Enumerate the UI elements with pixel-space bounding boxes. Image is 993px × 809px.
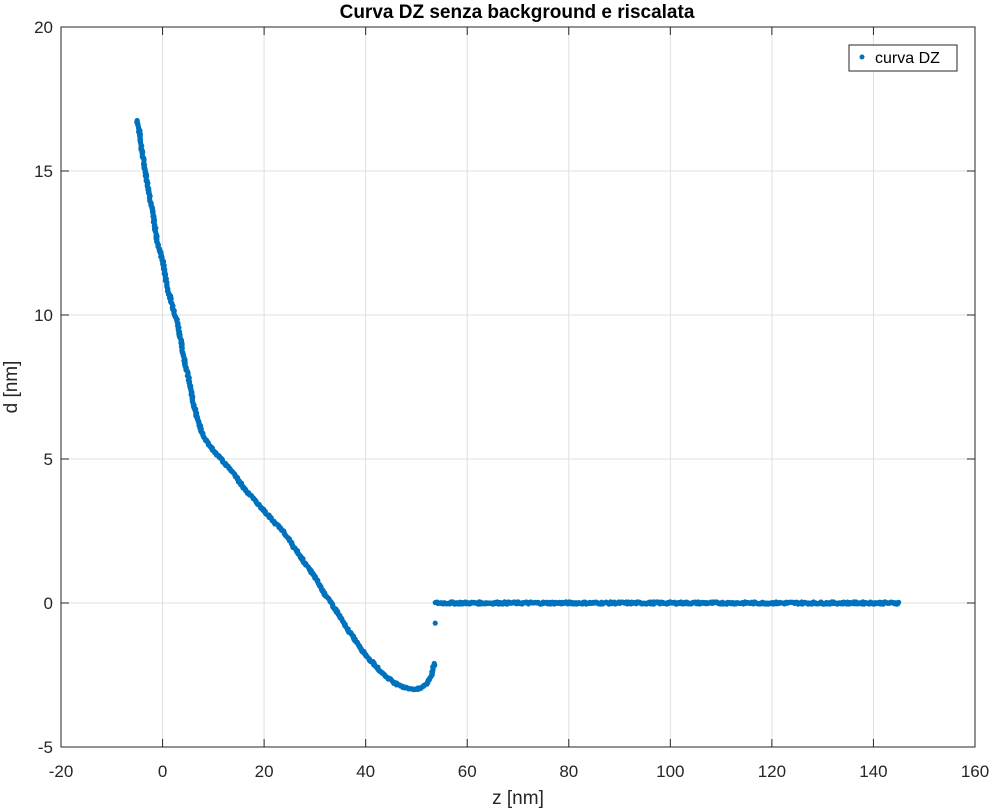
x-tick-label: 80 xyxy=(559,762,578,781)
x-tick-label: 20 xyxy=(255,762,274,781)
legend-marker xyxy=(859,54,865,60)
y-tick-label: -5 xyxy=(38,738,53,757)
x-tick-label: 0 xyxy=(158,762,167,781)
y-tick-label: 15 xyxy=(34,162,53,181)
x-tick-label: 160 xyxy=(961,762,989,781)
data-point xyxy=(896,599,902,605)
plot-area-frame xyxy=(60,26,976,748)
legend-box xyxy=(848,44,958,72)
x-tick-label: 140 xyxy=(859,762,887,781)
data-point xyxy=(431,660,437,667)
x-tick-label: 120 xyxy=(758,762,786,781)
y-axis-ticks: -5 0 5 10 15 20 xyxy=(34,18,975,757)
y-axis-label: d [nm] xyxy=(1,361,22,414)
x-tick-label: 100 xyxy=(656,762,684,781)
x-tick-label: 40 xyxy=(356,762,375,781)
legend-entry-curva-dz: curva DZ xyxy=(875,50,940,67)
x-axis-label: z [nm] xyxy=(492,788,544,809)
x-tick-label: 60 xyxy=(458,762,477,781)
grid-lines xyxy=(60,26,976,748)
legend: curva DZ xyxy=(848,44,958,72)
chart-title: Curva DZ senza background e riscalata xyxy=(340,2,695,23)
data-point xyxy=(432,620,438,626)
series-curva-dz xyxy=(134,117,902,693)
y-tick-label: 10 xyxy=(34,306,53,325)
x-axis-ticks: -20 0 20 40 60 80 100 120 140 160 xyxy=(49,27,989,781)
y-tick-label: 0 xyxy=(44,594,53,613)
y-tick-label: 5 xyxy=(44,450,53,469)
y-tick-label: 20 xyxy=(34,18,53,37)
x-tick-label: -20 xyxy=(49,762,74,781)
